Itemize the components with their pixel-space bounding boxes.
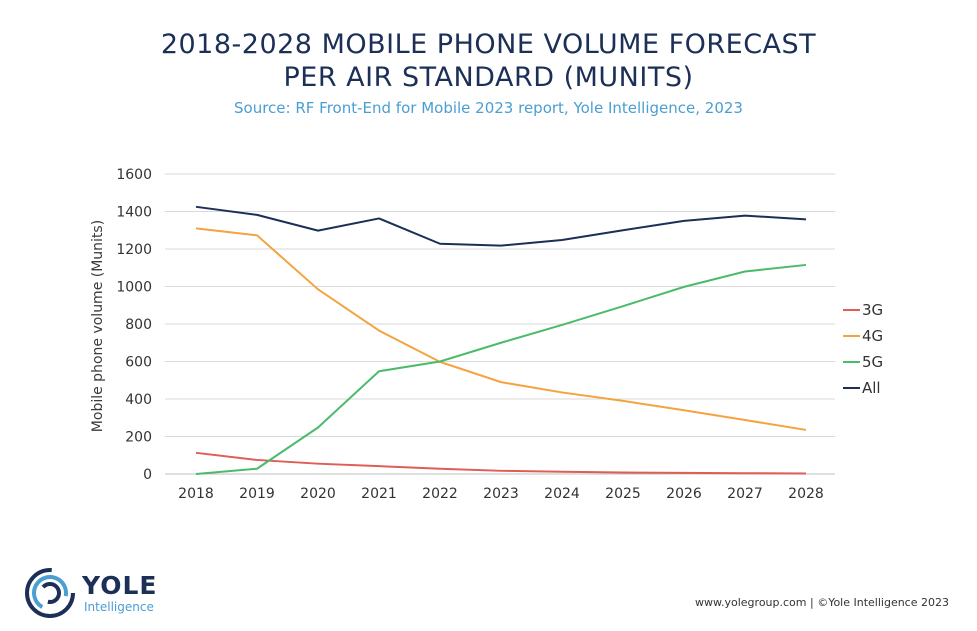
logo-word: YOLE [82, 571, 158, 600]
y-tick-label: 600 [125, 355, 152, 371]
y-tick-label: 200 [125, 430, 152, 446]
x-tick-label: 2028 [788, 486, 824, 502]
x-tick-label: 2025 [605, 486, 641, 502]
y-tick-label: 0 [143, 467, 152, 483]
legend-label-4g: 4G [862, 327, 883, 345]
yole-rings-icon [25, 568, 75, 618]
series-line-4g [195, 227, 807, 431]
legend-label-5g: 5G [862, 353, 883, 371]
x-tick-label: 2022 [422, 486, 458, 502]
y-tick-label: 1600 [116, 167, 152, 183]
x-tick-label: 2021 [361, 486, 397, 502]
y-tick-label: 1000 [116, 280, 152, 296]
x-tick-label: 2023 [483, 486, 519, 502]
x-tick-label: 2020 [300, 486, 336, 502]
series-line-all [195, 205, 807, 247]
x-tick-label: 2024 [544, 486, 580, 502]
y-tick-label: 1200 [116, 242, 152, 258]
series-lines [195, 205, 807, 475]
y-axis-ticks: 0 200 400 600 800 1000 1200 1400 1600 [116, 167, 152, 483]
legend-label-3g: 3G [862, 301, 883, 319]
chart-title: 2018-2028 MOBILE PHONE VOLUME FORECAST P… [0, 28, 977, 94]
chart-subtitle: Source: RF Front-End for Mobile 2023 rep… [234, 99, 743, 117]
x-tick-label: 2018 [178, 486, 214, 502]
title-line-1: 2018-2028 MOBILE PHONE VOLUME FORECAST [160, 29, 817, 60]
gridlines [165, 173, 835, 475]
footer-credit: www.yolegroup.com | ©Yole Intelligence 2… [695, 596, 949, 609]
title-line-2: PER AIR STANDARD (MUNITS) [283, 62, 694, 93]
x-tick-label: 2019 [239, 486, 275, 502]
y-tick-label: 1400 [116, 205, 152, 221]
legend-label-all: All [862, 379, 881, 397]
x-axis-ticks: 2018 2019 2020 2021 2022 2023 2024 2025 2026 2027… [178, 486, 824, 502]
yole-logo: YOLE Intelligence [24, 567, 184, 618]
logo-subtitle: Intelligence [84, 600, 154, 614]
series-line-5g [195, 263, 807, 475]
x-tick-label: 2027 [727, 486, 763, 502]
x-tick-label: 2026 [666, 486, 702, 502]
legend: 3G 4G 5G All [843, 301, 883, 397]
y-tick-label: 800 [125, 317, 152, 333]
y-tick-label: 400 [125, 392, 152, 408]
y-axis-label: Mobile phone volume (Munits) [90, 220, 106, 432]
series-line-3g [195, 451, 807, 475]
